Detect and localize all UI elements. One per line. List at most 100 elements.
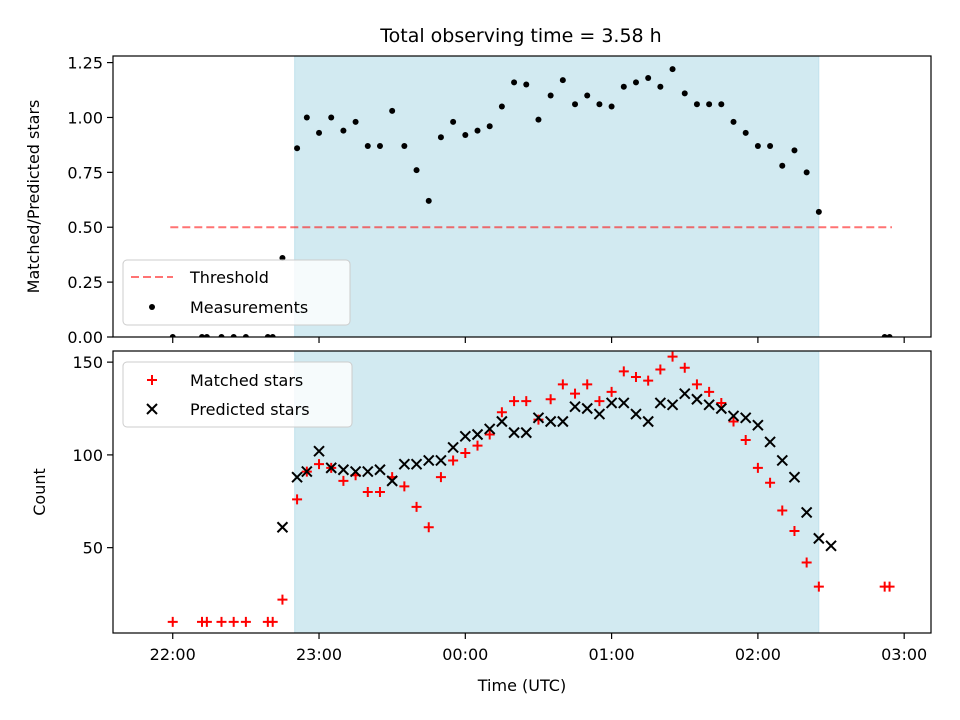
measurement-point bbox=[620, 83, 627, 90]
predicted-star-marker bbox=[593, 408, 606, 420]
measurement-point bbox=[815, 208, 822, 215]
matched-star-marker bbox=[362, 487, 373, 497]
predicted-star-marker bbox=[739, 412, 752, 424]
y-tick-label: 1.00 bbox=[67, 108, 103, 127]
matched-star-marker bbox=[448, 455, 459, 466]
matched-star-marker bbox=[752, 462, 763, 473]
axes-frame bbox=[112, 350, 932, 634]
y-tick-label: 0.75 bbox=[67, 163, 103, 182]
y-tick-label: 50 bbox=[83, 539, 103, 558]
legend-measurement-swatch bbox=[149, 304, 155, 310]
measurement-point bbox=[596, 101, 603, 108]
measurement-point bbox=[294, 145, 301, 152]
measurement-point bbox=[886, 334, 893, 337]
measurement-point bbox=[486, 123, 493, 130]
y-tick-label: 100 bbox=[72, 446, 103, 465]
matched-star-marker bbox=[496, 407, 507, 418]
predicted-star-marker bbox=[691, 393, 703, 405]
legend-threshold-label: Threshold bbox=[189, 268, 269, 287]
matched-star-marker bbox=[740, 435, 751, 446]
matched-star-marker bbox=[704, 386, 715, 397]
predicted-star-marker bbox=[291, 471, 303, 483]
predicted-star-marker bbox=[410, 458, 423, 470]
predicted-star-marker bbox=[800, 506, 813, 519]
matched-star-marker bbox=[691, 379, 702, 390]
predicted-star-marker bbox=[605, 397, 618, 409]
predicted-star-marker bbox=[459, 430, 472, 443]
matched-star-marker bbox=[582, 379, 593, 390]
matched-star-marker bbox=[411, 501, 422, 512]
predicted-star-marker bbox=[483, 423, 496, 435]
legend: Threshold Measurements bbox=[122, 259, 351, 326]
predicted-star-marker bbox=[715, 402, 728, 415]
predicted-star-marker bbox=[447, 441, 459, 454]
data-layer bbox=[169, 66, 893, 337]
matched-star-marker bbox=[533, 414, 544, 425]
y-tick-label: 0.00 bbox=[67, 328, 103, 347]
measurement-point bbox=[779, 162, 786, 169]
predicted-star-marker bbox=[276, 521, 289, 533]
ratio-panel: 0.00 0.25 0.50 0.75 1.00 1.25 Matched/Predicte… bbox=[24, 54, 932, 347]
measurement-point bbox=[269, 334, 276, 337]
figure-title: Total observing time = 3.58 h bbox=[379, 25, 661, 47]
measurement-point bbox=[425, 197, 432, 204]
x-tick-label: 00:00 bbox=[442, 645, 488, 664]
measurement-point bbox=[803, 169, 810, 176]
measurement-point bbox=[437, 134, 444, 141]
predicted-star-marker bbox=[630, 408, 642, 420]
matched-star-marker bbox=[292, 494, 303, 505]
matched-star-marker bbox=[267, 616, 278, 627]
measurement-point bbox=[791, 147, 798, 154]
predicted-star-marker bbox=[337, 464, 350, 476]
measurement-point bbox=[681, 90, 688, 97]
measurement-point bbox=[657, 83, 664, 90]
measurement-point bbox=[706, 101, 713, 108]
matched-star-marker bbox=[679, 362, 690, 373]
axes-frame bbox=[112, 55, 932, 338]
y-tick-label: 0.50 bbox=[67, 218, 103, 237]
predicted-star-marker bbox=[146, 403, 158, 415]
y-axis-label: Matched/Predicted stars bbox=[24, 100, 43, 294]
measurement-point bbox=[767, 143, 774, 150]
measurement-point bbox=[523, 81, 530, 88]
matched-star-marker bbox=[801, 557, 812, 568]
predicted-star-marker bbox=[642, 415, 654, 428]
predicted-star-marker bbox=[813, 532, 825, 545]
matched-star-marker bbox=[399, 481, 410, 492]
measurement-point bbox=[169, 334, 176, 337]
predicted-star-marker bbox=[776, 454, 788, 467]
predicted-star-marker bbox=[349, 465, 362, 478]
matched-star-marker bbox=[240, 616, 251, 627]
measurement-point bbox=[279, 254, 286, 261]
measurement-point bbox=[881, 334, 888, 337]
measurement-point bbox=[584, 92, 591, 99]
legend-predicted-label: Predicted stars bbox=[190, 400, 310, 419]
predicted-star-marker bbox=[362, 465, 374, 478]
matched-star-marker bbox=[338, 475, 349, 486]
matched-star-marker bbox=[813, 581, 824, 592]
measurement-point bbox=[498, 103, 505, 110]
measurement-point bbox=[754, 143, 761, 150]
matched-star-marker bbox=[484, 429, 495, 440]
x-tick-label: 01:00 bbox=[589, 645, 635, 664]
measurement-point bbox=[230, 334, 237, 337]
predicted-star-marker bbox=[752, 419, 764, 431]
y-tick-label: 1.25 bbox=[67, 54, 103, 73]
measurement-point bbox=[559, 77, 566, 84]
matched-star-marker bbox=[460, 448, 471, 459]
measurement-point bbox=[718, 101, 725, 108]
measurement-point bbox=[352, 118, 359, 125]
measurement-point bbox=[401, 143, 408, 150]
matched-star-marker bbox=[545, 394, 556, 405]
y-axis-label: Count bbox=[30, 468, 49, 516]
predicted-star-marker bbox=[581, 402, 593, 415]
predicted-star-marker bbox=[703, 399, 715, 411]
x-tick-label: 03:00 bbox=[881, 645, 927, 664]
measurement-point bbox=[203, 334, 210, 337]
matched-star-marker bbox=[777, 505, 788, 516]
matched-star-marker bbox=[618, 366, 629, 377]
matched-star-marker bbox=[765, 477, 776, 488]
measurement-point bbox=[316, 129, 323, 136]
measurement-point bbox=[462, 132, 469, 139]
matched-star-marker bbox=[630, 371, 641, 382]
